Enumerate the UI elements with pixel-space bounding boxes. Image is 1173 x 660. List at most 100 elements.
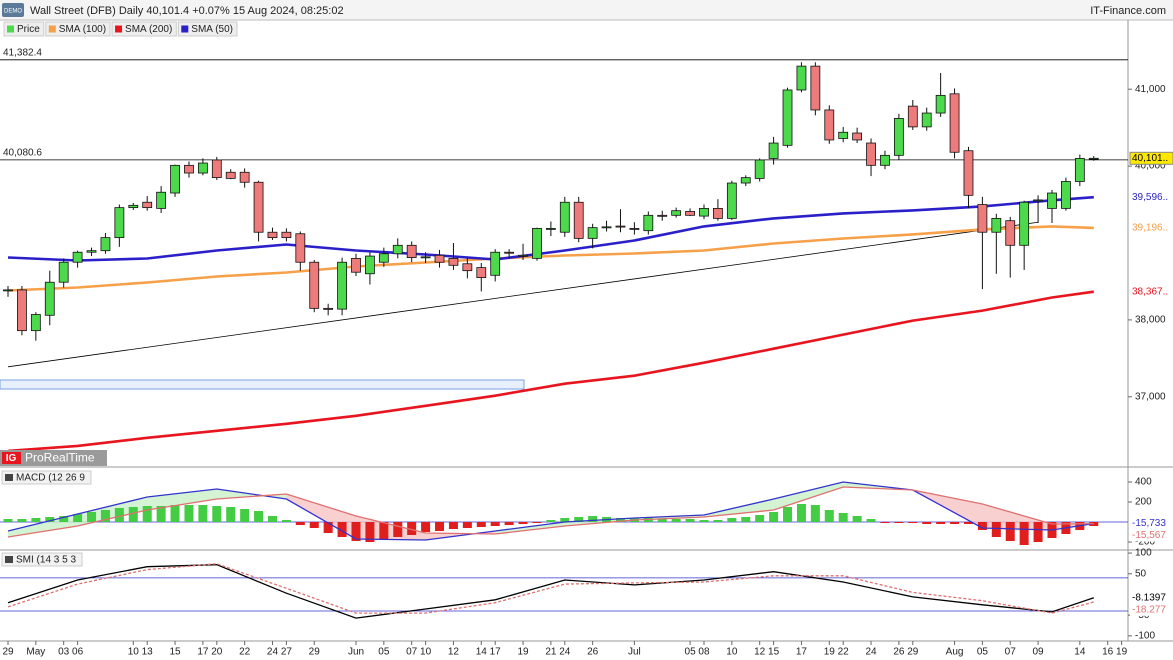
candle-body bbox=[559, 201, 570, 233]
x-tick-label: 26 bbox=[587, 647, 599, 658]
candle-body bbox=[1061, 181, 1071, 209]
histogram-bar bbox=[838, 513, 848, 522]
histogram-bar bbox=[1019, 522, 1029, 545]
candle-body bbox=[587, 227, 598, 239]
candle-body bbox=[434, 254, 445, 263]
axis-tag-label: 39,596.. bbox=[1132, 192, 1168, 203]
x-tick-label: 20 bbox=[211, 647, 223, 658]
candle-body bbox=[378, 253, 389, 263]
panel-icon bbox=[5, 474, 13, 481]
x-tick-label: 15 bbox=[169, 647, 181, 658]
candle-body bbox=[17, 289, 27, 332]
x-tick-label: 26 bbox=[893, 647, 905, 658]
candle-body bbox=[309, 261, 320, 309]
legend-swatch bbox=[48, 25, 56, 33]
axis-tag-label: -15,567 bbox=[1132, 530, 1166, 541]
histogram-bar bbox=[87, 512, 97, 522]
candle-body bbox=[239, 171, 250, 183]
histogram-bar bbox=[254, 511, 264, 522]
candle-body bbox=[699, 207, 709, 217]
histogram-bar bbox=[435, 522, 445, 531]
candle-body bbox=[86, 250, 97, 253]
panel-title: MACD (12 26 9 bbox=[16, 473, 85, 484]
logo-bg bbox=[0, 450, 107, 466]
x-tick-label: 17 bbox=[490, 647, 502, 658]
histogram-bar bbox=[351, 522, 361, 541]
candle-body bbox=[58, 261, 69, 283]
legend-item[interactable] bbox=[177, 21, 238, 37]
candle-body bbox=[768, 142, 779, 159]
histogram-bar bbox=[532, 522, 542, 523]
histogram-bar bbox=[476, 522, 486, 527]
x-tick-label: 14 bbox=[476, 647, 488, 658]
y-tick-label: 50 bbox=[1135, 568, 1147, 579]
histogram-bar bbox=[212, 506, 222, 522]
histogram-bar bbox=[866, 519, 876, 522]
histogram-bar bbox=[699, 520, 709, 522]
x-tick-label: 09 bbox=[1033, 647, 1045, 658]
candle-body bbox=[907, 105, 918, 128]
histogram-bar bbox=[170, 505, 180, 522]
candle-body bbox=[893, 118, 904, 156]
candle-body bbox=[573, 201, 584, 239]
candle-body bbox=[852, 132, 863, 141]
x-tick-label: 19 bbox=[824, 647, 836, 658]
candle-body bbox=[824, 109, 835, 141]
x-tick-label: 10 bbox=[128, 647, 140, 658]
axis-tag bbox=[1130, 285, 1173, 298]
y-tick-label: 400 bbox=[1135, 477, 1152, 488]
x-tick-label: Jun bbox=[348, 647, 364, 658]
y-tick-label: -200 bbox=[1135, 537, 1155, 548]
histogram-bar bbox=[588, 516, 598, 522]
candle-body bbox=[225, 171, 236, 179]
candle-body bbox=[991, 217, 1002, 233]
candle-body bbox=[685, 211, 695, 216]
demo-text: DEMO bbox=[4, 9, 22, 15]
candle-body bbox=[448, 257, 459, 266]
panel: 41,000 40,000 38,000 37,000 41,382.4 40,080.6… bbox=[0, 21, 1173, 453]
histogram-bar bbox=[546, 520, 556, 522]
candle-body bbox=[30, 314, 41, 332]
legend-label: SMA (50) bbox=[191, 24, 233, 35]
axis-tag bbox=[1130, 603, 1173, 616]
x-tick-label: 17 bbox=[197, 647, 209, 658]
candle-body bbox=[810, 65, 821, 111]
candle-body bbox=[267, 231, 278, 239]
y-tick-label: 40,000 bbox=[1135, 161, 1166, 172]
legend-item[interactable] bbox=[45, 21, 111, 37]
histogram-bar bbox=[671, 519, 681, 522]
x-tick-label: May bbox=[26, 647, 45, 658]
histogram-bar bbox=[323, 522, 333, 533]
axis-tag-label: 40,101.. bbox=[1132, 153, 1168, 164]
candle-body bbox=[1019, 201, 1030, 246]
axis-tag-label: -8.1397 bbox=[1132, 592, 1166, 603]
selection-box bbox=[0, 379, 525, 390]
axis-tag-label: -15,733 bbox=[1132, 518, 1166, 529]
axis-tag-label: -18.277 bbox=[1132, 604, 1166, 615]
series-line bbox=[7, 290, 1094, 453]
axis-tag bbox=[1130, 221, 1173, 234]
legend-item[interactable] bbox=[111, 21, 177, 37]
series-line bbox=[7, 486, 1094, 538]
signal-fill bbox=[147, 489, 217, 510]
axis-tag-label: 38,367.. bbox=[1132, 286, 1168, 297]
candle-body bbox=[532, 227, 542, 259]
axis-tag bbox=[1130, 191, 1173, 204]
x-tick-label: 13 bbox=[142, 647, 154, 658]
histogram-bar bbox=[281, 520, 291, 522]
candle-body bbox=[44, 281, 55, 316]
x-tick-label: 27 bbox=[281, 647, 293, 658]
histogram-bar bbox=[462, 522, 472, 528]
histogram-bar bbox=[448, 522, 458, 529]
candle-body bbox=[1047, 192, 1057, 209]
candle-body bbox=[921, 112, 932, 128]
series-line bbox=[7, 195, 1094, 262]
y-tick-label: 41,000 bbox=[1135, 84, 1166, 95]
histogram-bar bbox=[922, 522, 932, 524]
histogram-bar bbox=[880, 522, 890, 523]
axis-tag bbox=[1129, 151, 1173, 165]
level-label: 40,080.6 bbox=[3, 148, 42, 159]
histogram-bar bbox=[560, 518, 570, 522]
logo: IG ProRealTime bbox=[0, 450, 107, 466]
histogram-bar bbox=[393, 522, 403, 537]
